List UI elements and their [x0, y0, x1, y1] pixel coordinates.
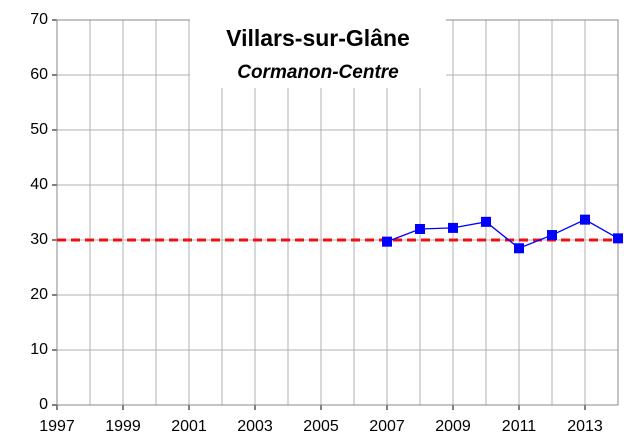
- title-box: Villars-sur-Glâne Cormanon-Centre: [190, 14, 446, 88]
- data-point: [547, 230, 557, 241]
- x-tick-label: 2003: [237, 418, 273, 435]
- data-point: [382, 236, 392, 247]
- y-tick-label: 50: [30, 121, 48, 138]
- x-tick-label: 1997: [39, 418, 75, 435]
- title-background: [190, 14, 446, 88]
- data-point: [481, 216, 491, 227]
- y-tick-label: 60: [30, 66, 48, 83]
- y-tick-label: 0: [39, 396, 48, 413]
- data-point: [580, 214, 590, 225]
- x-tick-label: 2001: [171, 418, 207, 435]
- x-tick-label: 1999: [105, 418, 141, 435]
- marks: [57, 214, 623, 254]
- data-point: [514, 243, 524, 254]
- data-point: [415, 224, 425, 234]
- y-tick-label: 70: [30, 11, 48, 28]
- chart-title: Villars-sur-Glâne: [226, 25, 410, 51]
- x-tick-label: 2007: [369, 418, 405, 435]
- y-tick-label: 20: [30, 286, 48, 303]
- y-tick-label: 10: [30, 341, 48, 358]
- x-tick-label: 2013: [567, 418, 603, 435]
- x-tick-label: 2009: [435, 418, 471, 435]
- data-point: [613, 233, 623, 244]
- data-point: [448, 222, 458, 233]
- x-tick-label: 2005: [303, 418, 339, 435]
- y-tick-label: 30: [30, 231, 48, 248]
- series-line: [386, 218, 619, 249]
- chart-subtitle: Cormanon-Centre: [237, 62, 399, 83]
- x-tick-label: 2011: [502, 418, 537, 435]
- y-tick-label: 40: [30, 176, 48, 193]
